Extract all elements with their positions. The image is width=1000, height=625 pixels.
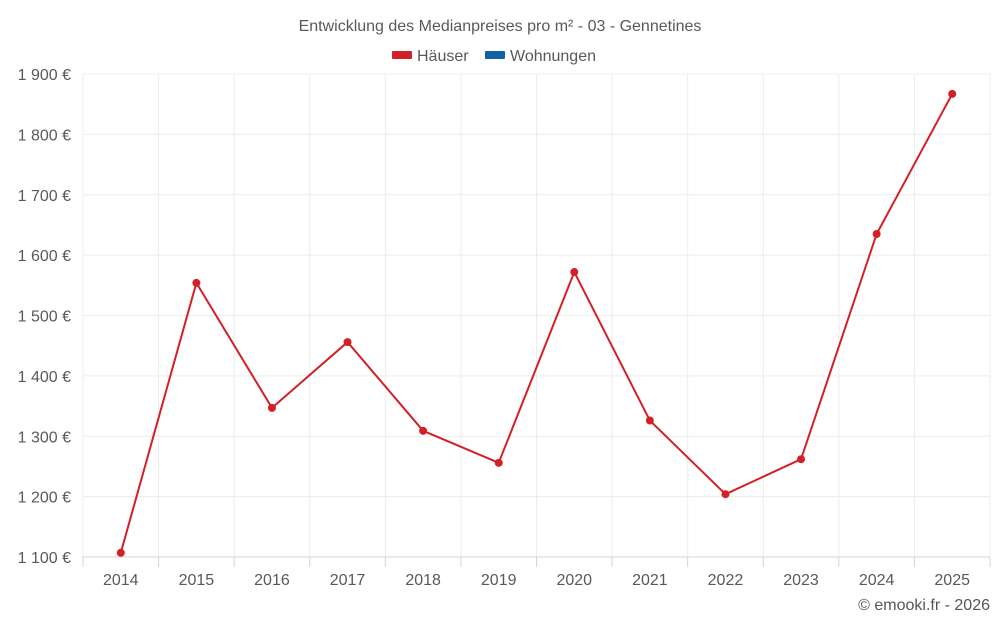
y-tick-label: 1 700 € — [18, 188, 71, 205]
grid — [82, 73, 991, 558]
x-tick-label: 2020 — [556, 572, 592, 589]
y-tick-label: 1 900 € — [18, 67, 71, 84]
credit-text: © emooki.fr - 2026 — [858, 597, 990, 614]
y-tick-label: 1 200 € — [18, 490, 71, 507]
data-point-2016[interactable] — [267, 403, 276, 412]
x-tick-label: 2023 — [783, 572, 819, 589]
series-line-0 — [119, 92, 954, 554]
y-tick-label: 1 100 € — [18, 550, 71, 567]
y-tick-label: 1 800 € — [18, 127, 71, 144]
data-point-2022[interactable] — [721, 490, 730, 499]
legend-swatch-haeuser — [392, 51, 412, 59]
y-tick-label: 1 600 € — [18, 248, 71, 265]
data-point-2025[interactable] — [948, 89, 957, 98]
x-tick-label: 2018 — [405, 572, 441, 589]
legend: Häuser Wohnungen — [392, 48, 596, 65]
x-tick-label: 2015 — [179, 572, 215, 589]
y-tick-label: 1 500 € — [18, 309, 71, 326]
legend-item-wohnungen[interactable]: Wohnungen — [485, 48, 596, 65]
x-tick-label: 2025 — [934, 572, 970, 589]
legend-label-wohnungen: Wohnungen — [510, 48, 596, 65]
y-tick-label: 1 400 € — [18, 369, 71, 386]
x-tick-label: 2022 — [708, 572, 744, 589]
series-layer — [116, 89, 957, 557]
legend-label-haeuser: Häuser — [417, 48, 469, 65]
legend-item-haeuser[interactable]: Häuser — [392, 48, 469, 65]
data-point-2023[interactable] — [797, 455, 806, 464]
x-tick-label: 2024 — [859, 572, 895, 589]
data-point-2017[interactable] — [343, 338, 352, 347]
data-point-2014[interactable] — [116, 548, 125, 557]
y-axis-ticks: 1 100 € 1 200 € 1 300 € 1 400 € 1 500 € 1 600… — [18, 67, 71, 567]
x-axis-ticks: 2014 2015 2016 2017 2018 2019 2020 2021 2022 2023… — [103, 572, 970, 589]
data-point-2019[interactable] — [494, 458, 503, 467]
data-point-2021[interactable] — [645, 416, 654, 425]
x-tick-label: 2016 — [254, 572, 290, 589]
x-tick-label: 2017 — [330, 572, 366, 589]
data-point-2024[interactable] — [872, 229, 881, 238]
y-tick-label: 1 300 € — [18, 429, 71, 446]
x-tick-label: 2019 — [481, 572, 517, 589]
legend-swatch-wohnungen — [485, 51, 505, 59]
x-tick-label: 2014 — [103, 572, 139, 589]
data-point-2015[interactable] — [192, 278, 201, 287]
chart-title: Entwicklung des Medianpreises pro m² - 0… — [299, 18, 702, 35]
data-point-2020[interactable] — [570, 268, 579, 277]
x-tick-label: 2021 — [632, 572, 668, 589]
axes — [82, 556, 991, 567]
data-point-2018[interactable] — [419, 426, 428, 435]
